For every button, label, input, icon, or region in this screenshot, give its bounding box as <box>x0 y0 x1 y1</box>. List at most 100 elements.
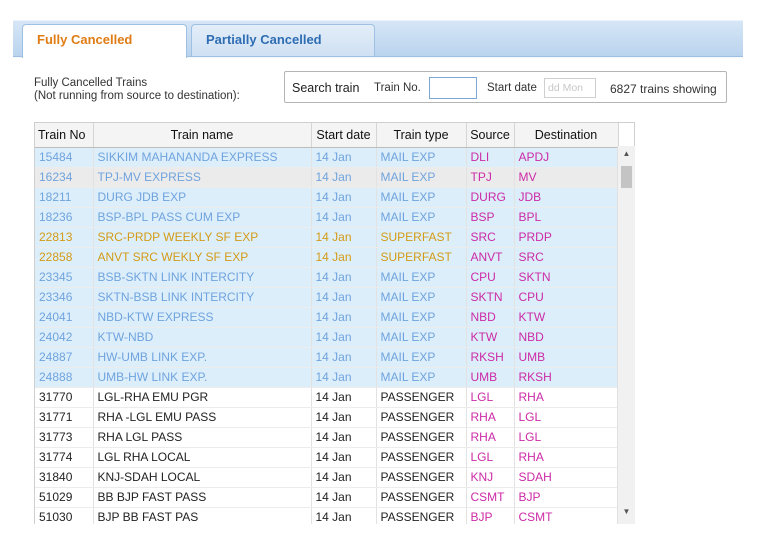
table-row[interactable]: 22813 SRC-PRDP WEEKLY SF EXP 14 Jan SUPERFA… <box>35 227 619 248</box>
start-date-label: Start date <box>487 82 537 94</box>
col-header-train-name[interactable]: Train name <box>93 123 312 148</box>
table-row[interactable]: 51030 BJP BB FAST PAS 14 Jan PASSENGER BJP CS… <box>35 507 619 524</box>
cell-source: CPU <box>466 267 515 288</box>
table-row[interactable]: 24888 UMB-HW LINK EXP. 14 Jan MAIL EXP UMB RK… <box>35 367 619 388</box>
cell-train-no: 23346 <box>35 287 94 308</box>
cell-destination: RHA <box>514 387 619 408</box>
cell-train-name: DURG JDB EXP <box>93 187 312 208</box>
table-row[interactable]: 16234 TPJ-MV EXPRESS 14 Jan MAIL EXP TPJ MV <box>35 167 619 188</box>
cell-train-no: 31771 <box>35 407 94 428</box>
table-row[interactable]: 31771 RHA -LGL EMU PASS 14 Jan PASSENGER RHA… <box>35 407 619 428</box>
cell-train-no: 24041 <box>35 307 94 328</box>
cell-train-no: 22858 <box>35 247 94 268</box>
cell-train-name: KTW-NBD <box>93 327 312 348</box>
cell-start-date: 14 Jan <box>311 347 377 368</box>
cell-destination: SKTN <box>514 267 619 288</box>
cell-destination: LGL <box>514 407 619 428</box>
scroll-up-arrow-icon[interactable]: ▲ <box>622 149 631 158</box>
cell-destination: KTW <box>514 307 619 328</box>
cell-start-date: 14 Jan <box>311 147 377 168</box>
cell-start-date: 14 Jan <box>311 507 377 524</box>
trains-table: Train No Train name Start date Train typ… <box>35 123 619 524</box>
cell-start-date: 14 Jan <box>311 267 377 288</box>
cell-train-no: 31770 <box>35 387 94 408</box>
col-header-train-no[interactable]: Train No <box>35 123 94 148</box>
cell-train-no: 51029 <box>35 487 94 508</box>
cell-train-type: MAIL EXP <box>376 327 467 348</box>
cell-source: LGL <box>466 387 515 408</box>
cell-train-type: MAIL EXP <box>376 347 467 368</box>
tab-fully-cancelled[interactable]: Fully Cancelled Trains <box>22 24 187 77</box>
cell-destination: BJP <box>514 487 619 508</box>
table-row[interactable]: 18211 DURG JDB EXP 14 Jan MAIL EXP DURG JDB <box>35 187 619 208</box>
table-row[interactable]: 22858 ANVT SRC WEKLY SF EXP 14 Jan SUPERFAS… <box>35 247 619 268</box>
cell-train-type: MAIL EXP <box>376 367 467 388</box>
cell-train-name: LGL RHA LOCAL <box>93 447 312 468</box>
cell-start-date: 14 Jan <box>311 167 377 188</box>
cell-source: DLI <box>466 147 515 168</box>
cell-source: BSP <box>466 207 515 228</box>
cell-destination: APDJ <box>514 147 619 168</box>
cell-train-no: 51030 <box>35 507 94 524</box>
start-date-input[interactable] <box>544 78 596 98</box>
cell-train-name: BSB-SKTN LINK INTERCITY <box>93 267 312 288</box>
cell-train-name: RHA LGL PASS <box>93 427 312 448</box>
cell-train-name: KNJ-SDAH LOCAL <box>93 467 312 488</box>
cell-source: RHA <box>466 407 515 428</box>
table-row[interactable]: 24041 NBD-KTW EXPRESS 14 Jan MAIL EXP NBD KTW <box>35 307 619 328</box>
cell-train-no: 18236 <box>35 207 94 228</box>
col-header-train-type[interactable]: Train type <box>376 123 467 148</box>
cell-train-no: 31774 <box>35 447 94 468</box>
scroll-down-arrow-icon[interactable]: ▼ <box>622 507 631 516</box>
cell-train-type: MAIL EXP <box>376 307 467 328</box>
table-row[interactable]: 23346 SKTN-BSB LINK INTERCITY 14 Jan MAIL E… <box>35 287 619 308</box>
table-row[interactable]: 31774 LGL RHA LOCAL 14 Jan PASSENGER LGL RHA <box>35 447 619 468</box>
cell-train-no: 24887 <box>35 347 94 368</box>
caption-subtitle: (Not running from source to destination)… <box>34 90 240 102</box>
cell-train-no: 23345 <box>35 267 94 288</box>
cell-train-no: 18211 <box>35 187 94 208</box>
cell-source: KTW <box>466 327 515 348</box>
cell-train-name: HW-UMB LINK EXP. <box>93 347 312 368</box>
cell-start-date: 14 Jan <box>311 367 377 388</box>
cell-train-name: TPJ-MV EXPRESS <box>93 167 312 188</box>
table-row[interactable]: 24887 HW-UMB LINK EXP. 14 Jan MAIL EXP RKSH U… <box>35 347 619 368</box>
cell-destination: BPL <box>514 207 619 228</box>
table-row[interactable]: 18236 BSP-BPL PASS CUM EXP 14 Jan MAIL EXP B… <box>35 207 619 228</box>
table-row[interactable]: 31773 RHA LGL PASS 14 Jan PASSENGER RHA LGL <box>35 427 619 448</box>
table-scrollbar[interactable]: ▲ ▼ <box>617 146 635 524</box>
cell-destination: RHA <box>514 447 619 468</box>
col-header-source[interactable]: Source <box>466 123 515 148</box>
cell-start-date: 14 Jan <box>311 407 377 428</box>
train-no-input[interactable] <box>429 77 477 99</box>
cell-source: DURG <box>466 187 515 208</box>
col-header-destination[interactable]: Destination <box>514 123 619 148</box>
cell-source: TPJ <box>466 167 515 188</box>
table-row[interactable]: 15484 SIKKIM MAHANANDA EXPRESS 14 Jan MAIL … <box>35 147 619 168</box>
tab-partially-cancelled[interactable]: Partially Cancelled Trains <box>191 24 375 77</box>
scrollbar-thumb[interactable] <box>621 166 632 188</box>
table-row[interactable]: 31770 LGL-RHA EMU PGR 14 Jan PASSENGER LGL RH… <box>35 387 619 408</box>
cell-train-type: MAIL EXP <box>376 267 467 288</box>
cell-train-name: BJP BB FAST PAS <box>93 507 312 524</box>
search-label: Search train <box>292 81 360 95</box>
table-row[interactable]: 24042 KTW-NBD 14 Jan MAIL EXP KTW NBD <box>35 327 619 348</box>
cell-destination: JDB <box>514 187 619 208</box>
col-header-start-date[interactable]: Start date <box>311 123 377 148</box>
cell-train-name: NBD-KTW EXPRESS <box>93 307 312 328</box>
cell-start-date: 14 Jan <box>311 387 377 408</box>
cell-start-date: 14 Jan <box>311 467 377 488</box>
cell-source: RHA <box>466 427 515 448</box>
cell-start-date: 14 Jan <box>311 427 377 448</box>
cell-train-name: UMB-HW LINK EXP. <box>93 367 312 388</box>
cell-train-type: MAIL EXP <box>376 207 467 228</box>
table-row[interactable]: 51029 BB BJP FAST PASS 14 Jan PASSENGER CSMT… <box>35 487 619 508</box>
cancelled-trains-panel: Fully Cancelled Trains Partially Cancell… <box>13 14 743 524</box>
table-row[interactable]: 31840 KNJ-SDAH LOCAL 14 Jan PASSENGER KNJ SDA… <box>35 467 619 488</box>
cell-source: BJP <box>466 507 515 524</box>
trains-table-wrapper: Train No Train name Start date Train typ… <box>34 122 635 524</box>
table-row[interactable]: 23345 BSB-SKTN LINK INTERCITY 14 Jan MAIL E… <box>35 267 619 288</box>
cell-train-type: PASSENGER <box>376 407 467 428</box>
cell-source: UMB <box>466 367 515 388</box>
tab-bar: Fully Cancelled Trains Partially Cancell… <box>13 14 743 77</box>
